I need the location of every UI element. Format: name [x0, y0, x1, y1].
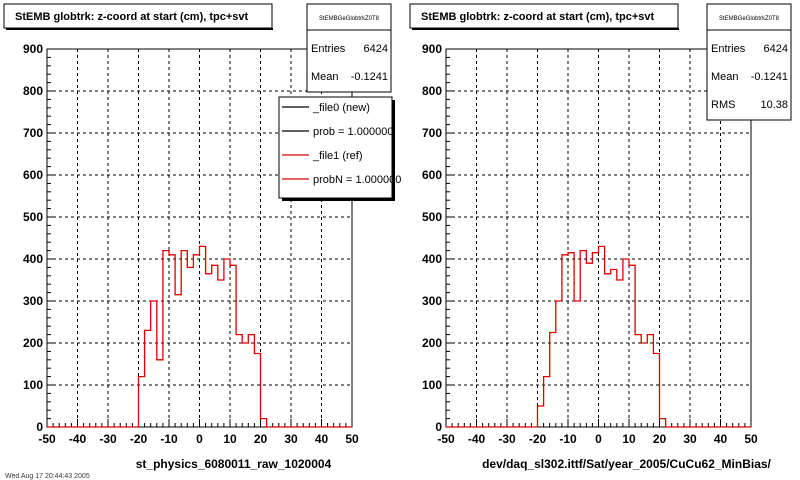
title-box: [3, 3, 273, 29]
y-tick-label: 400: [422, 252, 442, 266]
legend-label: probN = 1.000000: [313, 174, 401, 186]
x-tick-label: 50: [345, 432, 359, 446]
legend-label: prob = 1.000000: [313, 126, 393, 138]
chart-title: StEMB globtrk: z-coord at start (cm), tp…: [421, 11, 655, 23]
x-tick-label: -10: [160, 432, 178, 446]
x-tick-label: 40: [315, 432, 329, 446]
x-tick-label: -10: [559, 432, 577, 446]
stats-entries-label: Entries: [311, 43, 346, 55]
x-tick-label: 0: [196, 432, 203, 446]
y-tick-label: 100: [23, 378, 43, 392]
stats-mean-value: -0.1241: [351, 71, 388, 83]
footer-timestamp: Wed Aug 17 20:44:43 2005: [5, 473, 90, 480]
histogram-series-line: [47, 245, 352, 428]
stats-mean-label: Mean: [711, 71, 739, 83]
y-tick-label: 300: [23, 294, 43, 308]
stats-mean-value: -0.1241: [751, 71, 788, 83]
stats-entries-label: Entries: [711, 43, 746, 55]
y-tick-label: 500: [23, 210, 43, 224]
y-tick-label: 0: [36, 420, 43, 434]
chart-title: StEMB globtrk: z-coord at start (cm), tp…: [15, 11, 249, 23]
x-axis-label: dev/daq_sl302.ittf/Sat/year_2005/CuCu62_…: [482, 457, 771, 471]
y-tick-label: 200: [422, 336, 442, 350]
x-tick-label: 20: [653, 432, 667, 446]
stats-name: StEMBGeGlobtrkZ0T8: [319, 16, 380, 22]
x-tick-label: -40: [468, 432, 486, 446]
y-tick-label: 600: [23, 168, 43, 182]
x-tick-label: -30: [99, 432, 117, 446]
stats-rms-value: 10.38: [760, 99, 788, 111]
x-tick-label: 30: [683, 432, 697, 446]
legend-label: _file1 (ref): [312, 150, 363, 162]
y-tick-label: 700: [422, 126, 442, 140]
y-tick-label: 600: [422, 168, 442, 182]
x-tick-label: -20: [130, 432, 148, 446]
x-tick-label: 30: [284, 432, 298, 446]
y-tick-label: 400: [23, 252, 43, 266]
y-tick-label: 300: [422, 294, 442, 308]
y-tick-label: 100: [422, 378, 442, 392]
y-tick-label: 900: [422, 42, 442, 56]
x-axis-label: st_physics_6080011_raw_1020004: [136, 457, 332, 471]
x-tick-label: 40: [714, 432, 728, 446]
x-tick-label: 0: [595, 432, 602, 446]
y-tick-label: 0: [435, 420, 442, 434]
x-tick-label: -30: [498, 432, 516, 446]
y-tick-label: 500: [422, 210, 442, 224]
x-tick-label: -40: [69, 432, 87, 446]
x-tick-label: 10: [223, 432, 237, 446]
chart-panel-1: -50 -40 -30 -20 -10 0 10 20 30 40 5001002003004005…: [3, 3, 401, 471]
stats-name: StEMBGeGlobtrkZ0T8: [719, 16, 780, 22]
y-tick-label: 800: [422, 84, 442, 98]
histogram-series-line: [446, 245, 751, 428]
stats-box: [306, 3, 392, 93]
stats-box: [706, 3, 792, 121]
legend-box: [278, 96, 393, 199]
chart-panel-2: -50 -40 -30 -20 -10 0 10 20 30 40 5001002003004005…: [409, 3, 792, 471]
y-tick-label: 700: [23, 126, 43, 140]
y-tick-label: 900: [23, 42, 43, 56]
stats-mean-label: Mean: [311, 71, 339, 83]
stats-entries-value: 6424: [764, 43, 788, 55]
legend-label: _file0 (new): [312, 102, 370, 114]
x-tick-label: 50: [744, 432, 758, 446]
x-tick-label: 20: [254, 432, 268, 446]
x-tick-label: 10: [622, 432, 636, 446]
stats-entries-value: 6424: [364, 43, 388, 55]
title-box: [409, 3, 679, 29]
stats-rms-label: RMS: [711, 99, 735, 111]
x-tick-label: -50: [437, 432, 455, 446]
x-tick-label: -20: [529, 432, 547, 446]
x-tick-label: -50: [38, 432, 56, 446]
y-tick-label: 200: [23, 336, 43, 350]
y-tick-label: 800: [23, 84, 43, 98]
